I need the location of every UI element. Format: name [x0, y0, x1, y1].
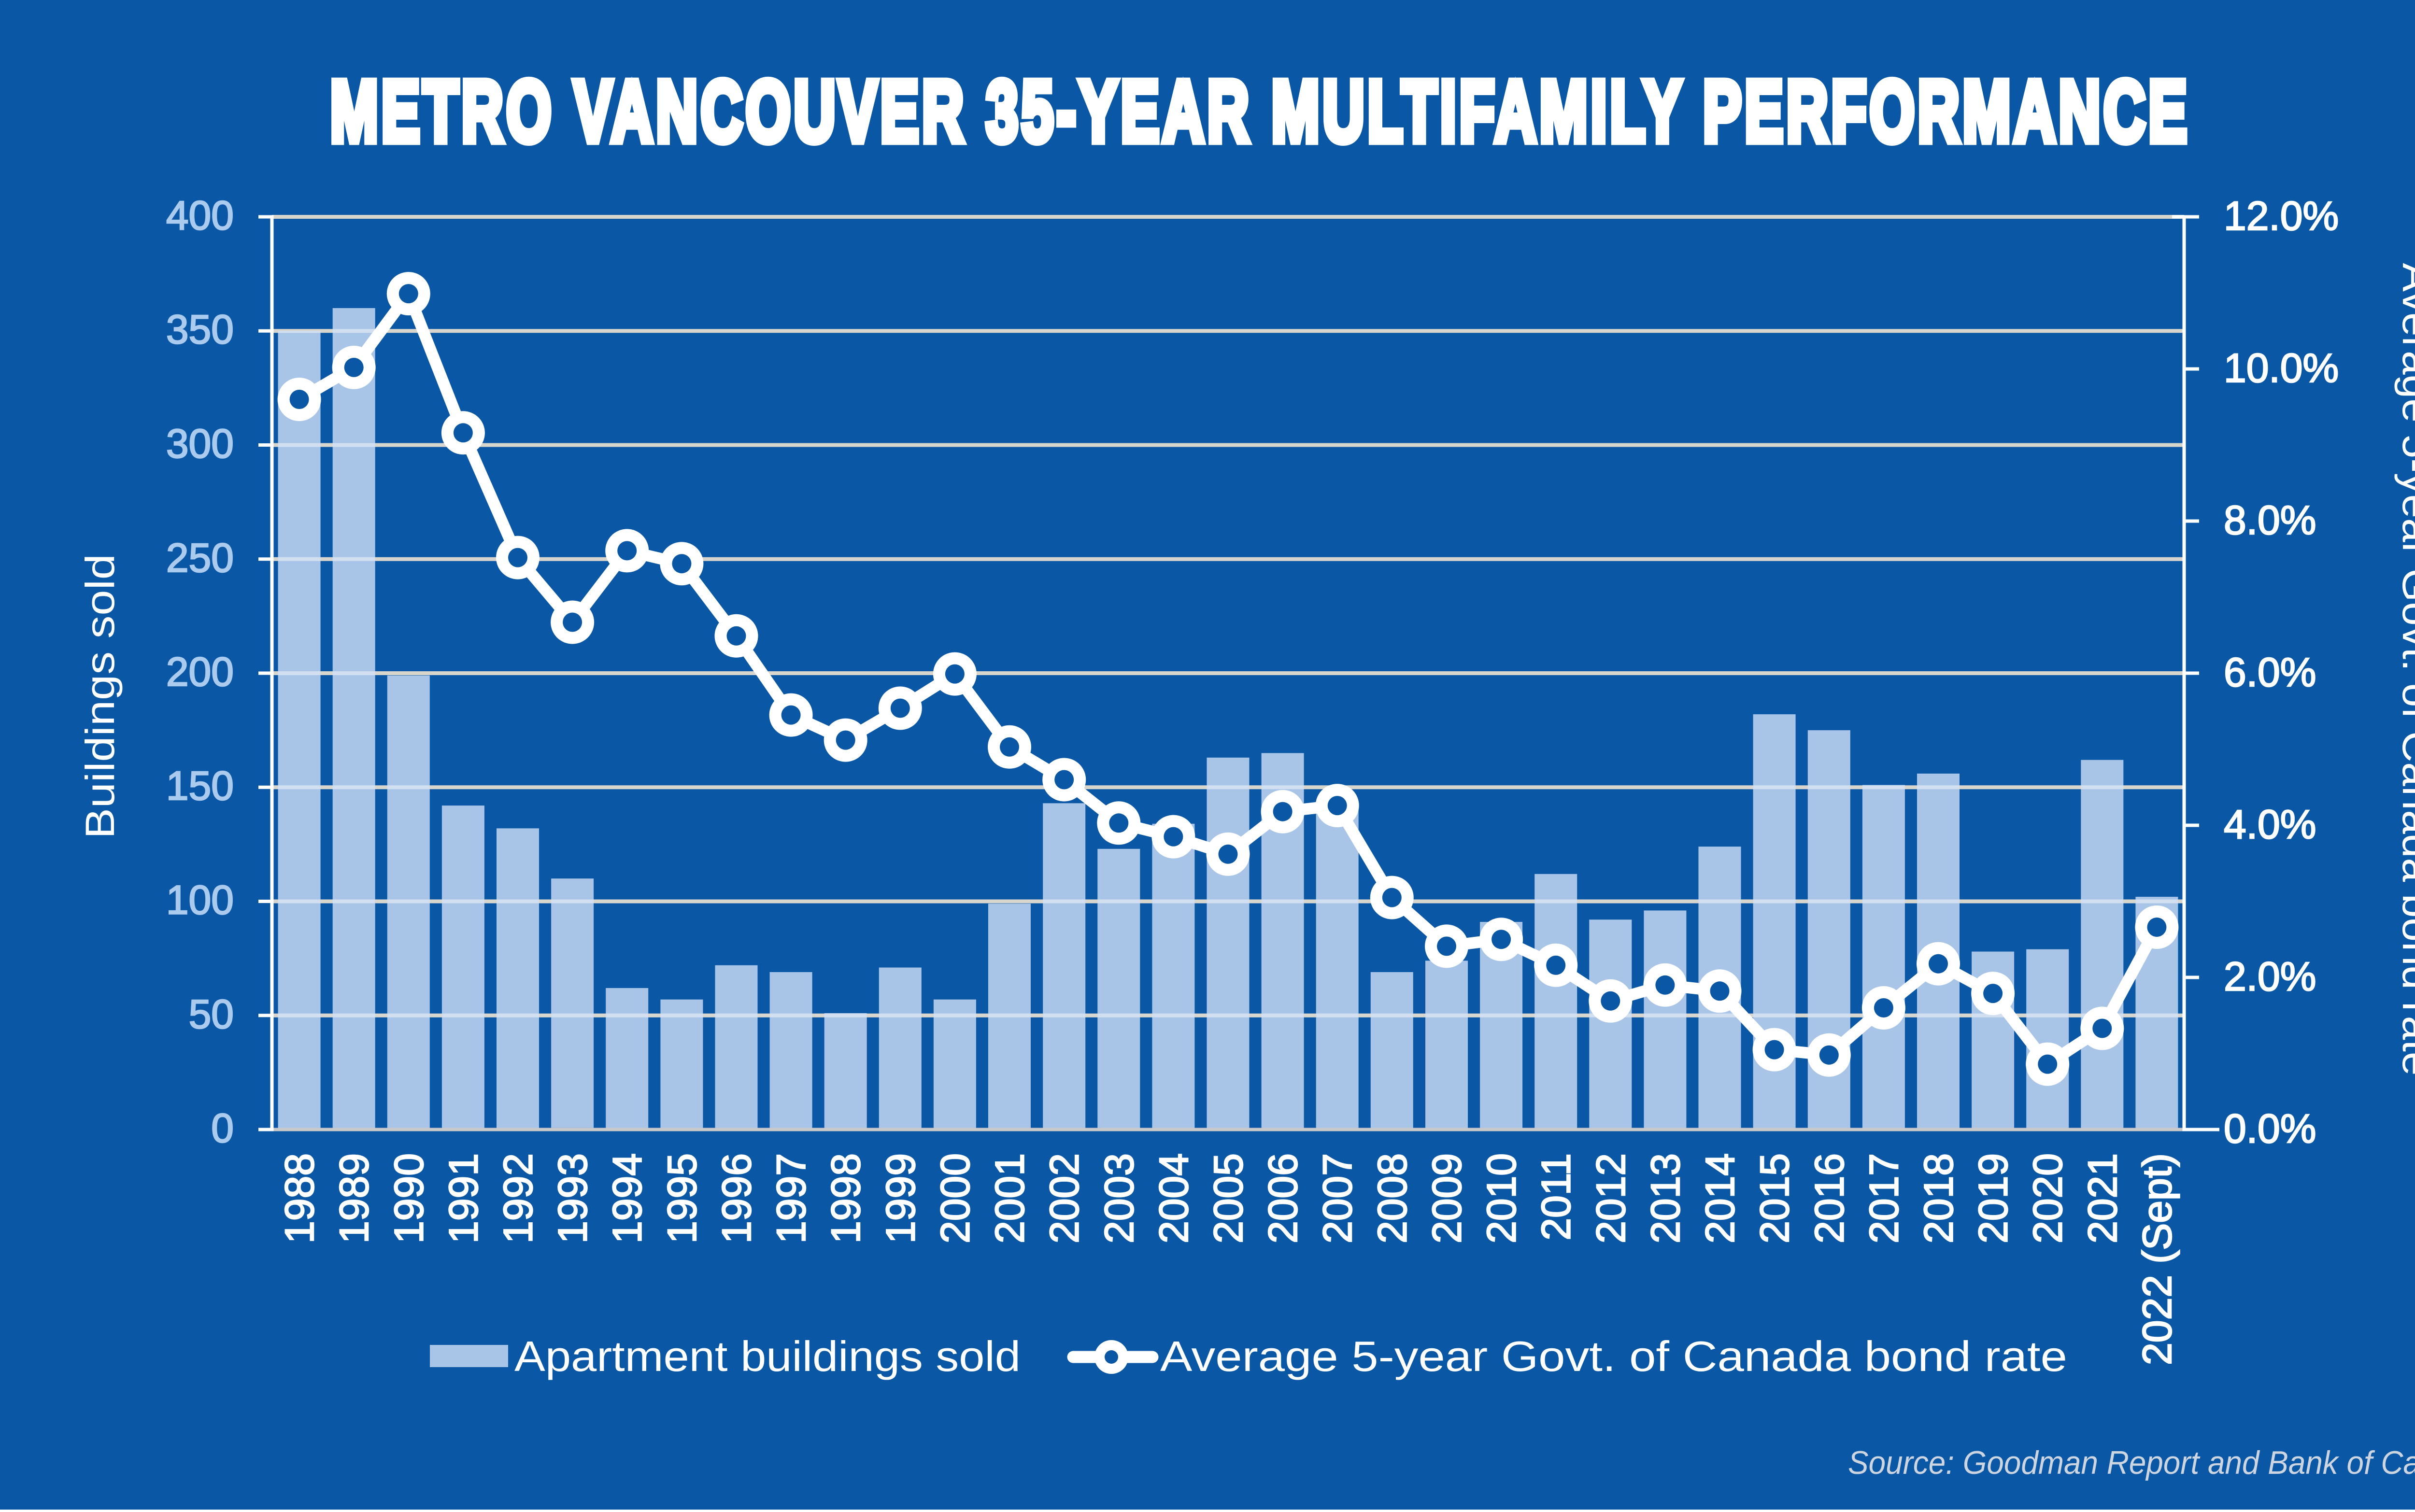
svg-text:2001: 2001: [987, 1153, 1033, 1244]
svg-text:2017: 2017: [1861, 1153, 1906, 1244]
svg-text:2009: 2009: [1424, 1153, 1470, 1244]
svg-text:2013: 2013: [1643, 1153, 1688, 1244]
svg-text:8.0%: 8.0%: [2224, 497, 2316, 543]
svg-text:2008: 2008: [1369, 1153, 1415, 1244]
svg-text:4.0%: 4.0%: [2224, 802, 2316, 847]
svg-text:6.0%: 6.0%: [2224, 650, 2316, 695]
svg-text:2016: 2016: [1806, 1153, 1852, 1244]
svg-text:METRO VANCOUVER 35-YEAR MULTIF: METRO VANCOUVER 35-YEAR MULTIFAMILY PERF…: [330, 63, 2190, 160]
svg-text:1997: 1997: [768, 1153, 814, 1244]
svg-text:300: 300: [166, 421, 234, 466]
svg-text:100: 100: [166, 877, 234, 923]
svg-text:1991: 1991: [440, 1153, 486, 1244]
svg-text:2000: 2000: [932, 1153, 978, 1244]
svg-text:1995: 1995: [659, 1153, 705, 1244]
svg-text:Source: Goodman Report and Ban: Source: Goodman Report and Bank of Canad…: [1848, 1444, 2415, 1481]
svg-text:2002: 2002: [1042, 1153, 1087, 1244]
svg-text:1992: 1992: [496, 1153, 541, 1244]
svg-text:250: 250: [166, 535, 234, 580]
svg-text:2010: 2010: [1479, 1153, 1524, 1244]
svg-text:2022 (Sept): 2022 (Sept): [2134, 1153, 2180, 1365]
svg-text:1996: 1996: [714, 1153, 759, 1244]
svg-text:12.0%: 12.0%: [2224, 193, 2339, 239]
svg-text:50: 50: [189, 991, 234, 1037]
svg-text:400: 400: [166, 193, 234, 238]
svg-text:2014: 2014: [1697, 1153, 1743, 1244]
svg-text:1994: 1994: [605, 1153, 650, 1244]
svg-text:10.0%: 10.0%: [2224, 345, 2339, 391]
svg-text:1989: 1989: [331, 1153, 377, 1244]
svg-text:2007: 2007: [1315, 1153, 1360, 1244]
svg-text:Average 5-year Govt. of Canada: Average 5-year Govt. of Canada bond rate: [1160, 1332, 2067, 1380]
svg-text:Average 5-year Govt. of Canada: Average 5-year Govt. of Canada bond rate: [2394, 263, 2415, 1076]
svg-text:2011: 2011: [1534, 1153, 1579, 1241]
svg-text:2.0%: 2.0%: [2224, 954, 2316, 999]
svg-text:1999: 1999: [878, 1153, 923, 1244]
svg-text:2019: 2019: [1971, 1153, 2016, 1244]
svg-text:2021: 2021: [2080, 1153, 2125, 1244]
svg-text:Apartment buildings sold: Apartment buildings sold: [514, 1332, 1021, 1380]
svg-text:200: 200: [166, 649, 234, 694]
svg-text:2006: 2006: [1260, 1153, 1306, 1244]
svg-text:2003: 2003: [1096, 1153, 1142, 1244]
svg-text:0.0%: 0.0%: [2224, 1106, 2316, 1151]
svg-text:350: 350: [166, 307, 234, 352]
svg-text:2005: 2005: [1206, 1153, 1251, 1244]
svg-text:0: 0: [211, 1105, 234, 1151]
svg-text:1990: 1990: [386, 1153, 431, 1244]
svg-text:150: 150: [166, 763, 234, 808]
svg-text:2018: 2018: [1916, 1153, 1961, 1244]
svg-text:2012: 2012: [1588, 1153, 1634, 1244]
svg-text:1998: 1998: [823, 1153, 868, 1244]
svg-text:Buildings sold: Buildings sold: [77, 554, 123, 839]
svg-text:2004: 2004: [1151, 1153, 1196, 1244]
svg-text:2020: 2020: [2025, 1153, 2071, 1244]
svg-text:1988: 1988: [277, 1153, 322, 1244]
svg-text:2015: 2015: [1752, 1153, 1797, 1244]
svg-text:1993: 1993: [550, 1153, 596, 1244]
